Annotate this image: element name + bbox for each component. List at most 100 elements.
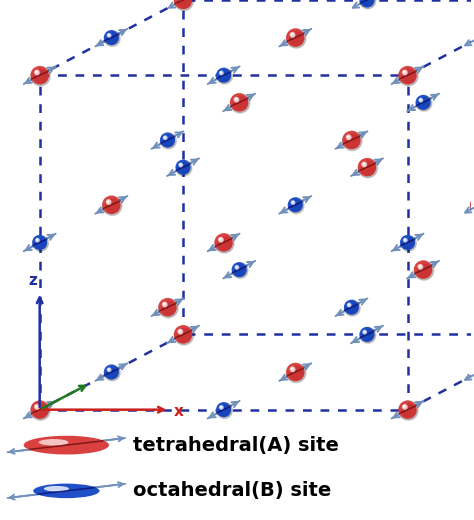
Circle shape xyxy=(230,94,250,113)
Circle shape xyxy=(346,302,359,315)
Circle shape xyxy=(216,402,231,417)
Circle shape xyxy=(401,69,417,84)
Circle shape xyxy=(286,363,304,381)
Circle shape xyxy=(346,134,352,140)
Circle shape xyxy=(472,365,474,380)
Circle shape xyxy=(32,235,47,250)
Circle shape xyxy=(163,135,168,140)
Circle shape xyxy=(174,325,192,344)
Circle shape xyxy=(398,66,417,84)
Circle shape xyxy=(215,233,234,253)
Circle shape xyxy=(177,329,183,334)
Circle shape xyxy=(347,135,350,138)
Circle shape xyxy=(219,405,224,410)
Circle shape xyxy=(104,30,119,45)
Circle shape xyxy=(290,32,295,38)
Circle shape xyxy=(162,302,168,307)
Circle shape xyxy=(35,238,40,243)
Circle shape xyxy=(105,199,120,214)
Circle shape xyxy=(219,405,231,417)
Circle shape xyxy=(33,403,49,419)
Circle shape xyxy=(34,404,40,410)
Circle shape xyxy=(161,301,177,317)
Circle shape xyxy=(177,0,192,9)
Circle shape xyxy=(160,133,175,148)
Circle shape xyxy=(234,97,239,102)
Circle shape xyxy=(291,200,295,205)
Circle shape xyxy=(160,133,176,149)
Circle shape xyxy=(359,327,374,342)
Circle shape xyxy=(179,163,182,166)
Circle shape xyxy=(290,200,303,212)
Circle shape xyxy=(35,405,38,408)
Circle shape xyxy=(107,368,111,372)
Circle shape xyxy=(400,235,415,250)
Circle shape xyxy=(106,367,119,380)
Circle shape xyxy=(360,328,376,343)
Circle shape xyxy=(362,329,374,342)
Circle shape xyxy=(472,365,474,381)
Circle shape xyxy=(419,99,421,101)
Text: x: x xyxy=(174,405,184,419)
Circle shape xyxy=(158,298,177,317)
Circle shape xyxy=(418,264,423,270)
Circle shape xyxy=(175,160,191,175)
Circle shape xyxy=(235,98,237,100)
Circle shape xyxy=(104,365,119,380)
Circle shape xyxy=(362,330,367,334)
Circle shape xyxy=(417,263,432,279)
Circle shape xyxy=(363,331,365,333)
Circle shape xyxy=(232,263,248,278)
Circle shape xyxy=(344,300,359,315)
Circle shape xyxy=(230,93,248,112)
Text: octahedral(B) site: octahedral(B) site xyxy=(133,482,331,500)
Circle shape xyxy=(402,237,415,250)
Circle shape xyxy=(220,71,222,74)
Circle shape xyxy=(470,196,474,214)
Circle shape xyxy=(219,70,231,83)
Circle shape xyxy=(362,0,374,7)
Circle shape xyxy=(361,162,367,167)
Circle shape xyxy=(358,159,377,178)
Circle shape xyxy=(34,70,40,75)
Circle shape xyxy=(162,135,175,148)
Circle shape xyxy=(33,484,100,498)
Circle shape xyxy=(291,368,293,370)
Circle shape xyxy=(38,439,69,446)
Circle shape xyxy=(361,161,376,176)
Circle shape xyxy=(292,201,294,203)
Circle shape xyxy=(236,266,237,268)
Circle shape xyxy=(108,34,110,36)
Circle shape xyxy=(345,134,361,149)
Circle shape xyxy=(31,67,50,86)
Circle shape xyxy=(30,66,49,84)
Circle shape xyxy=(233,96,248,112)
Circle shape xyxy=(403,71,406,73)
Circle shape xyxy=(30,400,49,419)
Circle shape xyxy=(219,238,222,241)
Circle shape xyxy=(358,158,376,176)
Circle shape xyxy=(286,29,306,48)
Circle shape xyxy=(418,97,431,110)
Circle shape xyxy=(164,136,166,138)
Circle shape xyxy=(24,436,109,454)
Circle shape xyxy=(472,30,474,45)
Circle shape xyxy=(178,163,183,167)
Circle shape xyxy=(107,33,111,38)
Circle shape xyxy=(286,29,304,47)
Circle shape xyxy=(419,98,423,102)
Circle shape xyxy=(104,31,120,46)
Circle shape xyxy=(419,265,421,268)
Circle shape xyxy=(106,32,119,45)
Circle shape xyxy=(289,31,304,47)
Circle shape xyxy=(33,236,48,251)
Circle shape xyxy=(416,95,432,111)
Circle shape xyxy=(102,196,120,214)
Circle shape xyxy=(403,238,408,243)
Circle shape xyxy=(36,239,38,241)
Circle shape xyxy=(343,131,362,150)
Text: z: z xyxy=(28,274,37,288)
Circle shape xyxy=(178,162,191,175)
Circle shape xyxy=(104,365,120,381)
Circle shape xyxy=(159,298,178,318)
